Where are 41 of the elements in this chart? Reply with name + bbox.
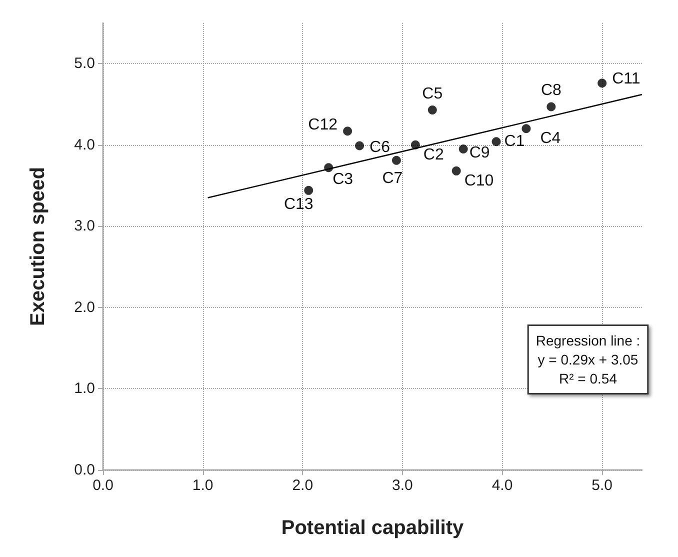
point (458, 144, 468, 154)
point (392, 156, 401, 165)
point (522, 124, 531, 134)
point (304, 186, 314, 195)
point (410, 140, 420, 150)
point (546, 102, 556, 112)
annotation: C5 (422, 85, 443, 102)
x-tick-label: 1.0 (192, 477, 214, 494)
y-tick-label: 5.0 (74, 55, 95, 72)
x-tick-label: 4.0 (492, 477, 513, 494)
point (428, 105, 437, 114)
annotation: C4 (540, 130, 561, 148)
annotation: C1 (504, 133, 525, 150)
point (492, 137, 501, 146)
y-axis-title: Execution speed (27, 167, 49, 326)
y-tick-label: 2.0 (74, 298, 95, 316)
y-tick-label: 3.0 (74, 218, 95, 235)
x-tick-label: 0.0 (92, 477, 114, 494)
x-axis-title: Potential capability (281, 517, 465, 539)
annotation: Regression line : y = 0.29x + 3.05 R² = 0.54 (536, 332, 640, 386)
annotation: C9 (469, 144, 490, 162)
x-tick-label: 3.0 (392, 477, 413, 494)
x-tick-label: 2.0 (292, 477, 314, 494)
y-tick-label: 4.0 (74, 136, 95, 154)
point (343, 126, 352, 136)
annotation: C12 (308, 116, 338, 134)
point (598, 78, 607, 88)
annotation: C7 (382, 170, 403, 187)
y-tick-label: 1.0 (74, 380, 95, 398)
point (324, 163, 334, 172)
annotation: C3 (332, 171, 354, 188)
y-tick-label: 0.0 (74, 462, 95, 478)
point (355, 141, 364, 150)
annotation: C13 (284, 196, 314, 213)
annotation: C6 (370, 139, 390, 156)
annotation: C10 (464, 172, 494, 190)
annotation: C2 (423, 146, 444, 164)
point (452, 166, 461, 176)
annotation: C8 (540, 82, 562, 100)
x-tick-label: 5.0 (592, 477, 613, 494)
annotation: C11 (612, 70, 640, 88)
